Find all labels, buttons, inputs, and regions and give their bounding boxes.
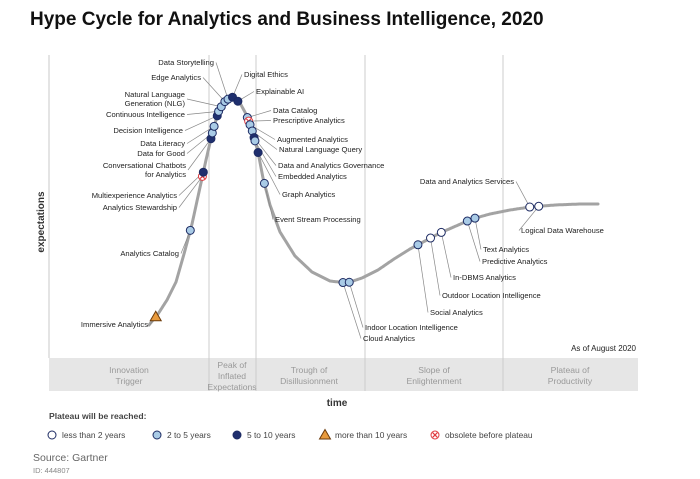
leader-line xyxy=(417,244,429,313)
leader-line xyxy=(186,98,222,108)
legend-marker xyxy=(232,430,242,440)
technology-markers xyxy=(149,92,544,322)
technology-label: Conversational Chatbots for Analytics xyxy=(103,161,186,179)
legend-marker xyxy=(318,428,332,440)
technology-label: In-DBMS Analytics xyxy=(453,273,516,282)
technology-marker xyxy=(198,167,208,177)
technology-label: Data for Good xyxy=(137,149,185,158)
phase-dividers xyxy=(208,55,504,391)
legend-label: obsolete before plateau xyxy=(445,430,533,440)
technology-label: Augmented Analytics xyxy=(277,135,348,144)
legend-marker xyxy=(152,430,162,440)
leader-line xyxy=(186,126,215,144)
technology-marker xyxy=(344,277,354,287)
technology-label: Immersive Analytics xyxy=(81,320,148,329)
legend-label: less than 2 years xyxy=(62,430,125,440)
technology-label: Logical Data Warehouse xyxy=(521,226,604,235)
phase-label: Peak of Inflated Expectations xyxy=(207,360,256,392)
technology-label: Indoor Location Intelligence xyxy=(365,323,458,332)
leader-lines xyxy=(149,62,540,339)
leader-line xyxy=(518,206,540,231)
technology-marker xyxy=(149,310,163,322)
technology-label: Decision Intelligence xyxy=(113,126,183,135)
technology-marker xyxy=(534,201,544,211)
technology-marker xyxy=(426,233,436,243)
technology-label: Data and Analytics Services xyxy=(420,177,514,186)
technology-marker xyxy=(250,136,260,146)
phase-labels: Innovation Trigger Peak of Inflated Expectat… xyxy=(109,360,593,392)
leader-line xyxy=(474,218,482,250)
technology-label: Edge Analytics xyxy=(151,73,201,82)
technology-marker xyxy=(185,225,195,235)
technology-label: Outdoor Location Intelligence xyxy=(442,291,541,300)
leader-line xyxy=(515,181,531,208)
technology-marker xyxy=(233,96,243,106)
leader-line xyxy=(184,115,218,131)
technology-label: Data and Analytics Governance xyxy=(278,161,384,170)
technology-marker xyxy=(413,240,423,250)
technology-label: Natural Language Query xyxy=(279,145,362,154)
technology-label: Data Storytelling xyxy=(158,58,214,67)
chart-title: Hype Cycle for Analytics and Business In… xyxy=(30,9,544,30)
technology-label: Multiexperience Analytics xyxy=(92,191,177,200)
leader-line xyxy=(202,77,226,102)
leader-line xyxy=(348,282,364,328)
technology-label: Explainable AI xyxy=(256,87,304,96)
technology-label: Event Stream Processing xyxy=(275,215,361,224)
technology-label: Data Literacy xyxy=(140,139,185,148)
legend-label: more than 10 years xyxy=(335,430,407,440)
technology-label: Cloud Analytics xyxy=(363,334,415,343)
technology-label: Natural Language Generation (NLG) xyxy=(125,90,186,108)
technology-label: Graph Analytics xyxy=(282,190,335,199)
legend-label: 2 to 5 years xyxy=(167,430,211,440)
technology-marker xyxy=(436,227,446,237)
legend-label: 5 to 10 years xyxy=(247,430,295,440)
technology-marker xyxy=(525,202,535,212)
document-id: ID: 444807 xyxy=(33,466,70,475)
phase-band xyxy=(49,358,638,391)
technology-label: Analytics Stewardship xyxy=(103,203,177,212)
x-axis-label: time xyxy=(327,398,348,409)
technology-marker xyxy=(253,148,263,158)
leader-line xyxy=(440,232,452,278)
legend: less than 2 years 2 to 5 years 5 to 10 yea… xyxy=(47,428,533,440)
as-of-date: As of August 2020 xyxy=(571,344,636,353)
leader-line xyxy=(264,183,274,220)
technology-label: Text Analytics xyxy=(483,245,529,254)
technology-marker xyxy=(259,178,269,188)
technology-marker xyxy=(462,216,472,226)
leader-line xyxy=(187,138,212,171)
leader-line xyxy=(215,62,229,100)
legend-marker xyxy=(47,430,57,440)
technology-label: Analytics Catalog xyxy=(120,249,179,258)
technology-label: Digital Ethics xyxy=(244,70,288,79)
phase-label: Trough of Disillusionment xyxy=(280,365,338,386)
technology-label: Predictive Analytics xyxy=(482,257,548,266)
technology-label: Prescriptive Analytics xyxy=(273,116,345,125)
phase-label: Slope of Enlightenment xyxy=(407,365,463,386)
technology-marker xyxy=(209,121,219,131)
technology-label: Data Catalog xyxy=(273,106,317,115)
technology-label: Embedded Analytics xyxy=(278,172,347,181)
source-note: Source: Gartner xyxy=(33,452,108,464)
phase-label: Plateau of Productivity xyxy=(548,365,593,386)
leader-line xyxy=(430,237,441,296)
leader-line xyxy=(342,282,362,339)
y-axis-label: expectations xyxy=(36,191,47,253)
leader-line xyxy=(467,220,481,262)
technology-label: Social Analytics xyxy=(430,308,483,317)
technology-labels: Immersive Analytics Analytics Catalog Anal… xyxy=(81,58,604,343)
leader-line xyxy=(254,140,277,177)
phase-label: Innovation Trigger xyxy=(109,365,149,386)
technology-marker xyxy=(470,213,480,223)
leader-line xyxy=(257,152,281,195)
leader-line xyxy=(186,111,219,115)
legend-title: Plateau will be reached: xyxy=(49,411,147,421)
technology-label: Continuous Intelligence xyxy=(106,110,185,119)
leader-line xyxy=(178,176,203,208)
legend-marker xyxy=(430,430,440,440)
